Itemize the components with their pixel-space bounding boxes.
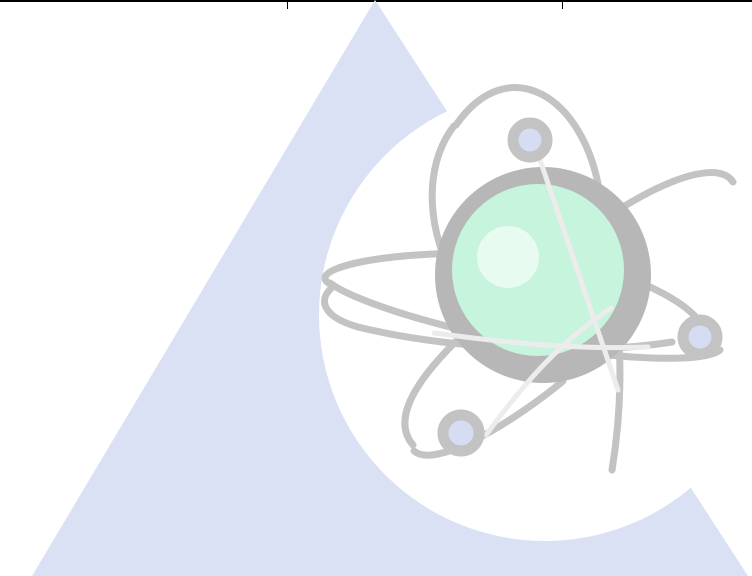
orbit-line [483, 305, 614, 438]
electron [507, 117, 553, 163]
electron [677, 314, 723, 360]
nucleus-highlight [477, 226, 539, 288]
electron [437, 409, 485, 457]
top-table-border [0, 0, 752, 2]
nucleus-body [452, 184, 624, 356]
orbit-line [431, 330, 651, 351]
table-cell-divider [562, 0, 563, 9]
table-cell-divider [287, 0, 288, 9]
